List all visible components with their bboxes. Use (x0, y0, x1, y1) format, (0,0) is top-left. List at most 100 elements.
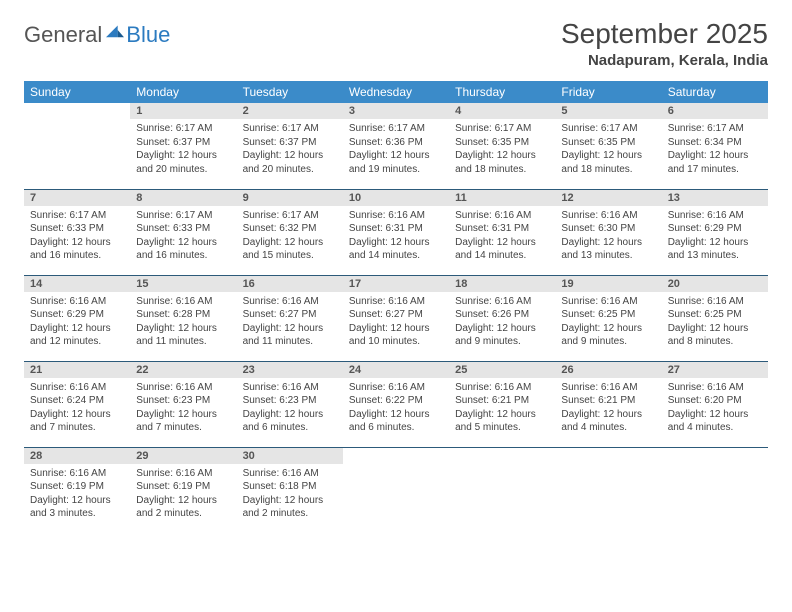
day-number: 30 (237, 448, 343, 464)
day-number: 14 (24, 276, 130, 292)
day-cell: 12Sunrise: 6:16 AMSunset: 6:30 PMDayligh… (555, 189, 661, 275)
day-cell: 4Sunrise: 6:17 AMSunset: 6:35 PMDaylight… (449, 103, 555, 189)
day-details: Sunrise: 6:16 AMSunset: 6:19 PMDaylight:… (24, 464, 130, 527)
day-details: Sunrise: 6:16 AMSunset: 6:23 PMDaylight:… (130, 378, 236, 441)
brand-triangle-icon (106, 22, 124, 38)
day-cell: 8Sunrise: 6:17 AMSunset: 6:33 PMDaylight… (130, 189, 236, 275)
day-number: 20 (662, 276, 768, 292)
day-details: Sunrise: 6:17 AMSunset: 6:35 PMDaylight:… (555, 119, 661, 182)
day-cell: 9Sunrise: 6:17 AMSunset: 6:32 PMDaylight… (237, 189, 343, 275)
month-title: September 2025 (561, 18, 768, 50)
location: Nadapuram, Kerala, India (561, 52, 768, 69)
day-details: Sunrise: 6:17 AMSunset: 6:35 PMDaylight:… (449, 119, 555, 182)
calendar-table: SundayMondayTuesdayWednesdayThursdayFrid… (24, 81, 768, 533)
day-details: Sunrise: 6:16 AMSunset: 6:29 PMDaylight:… (662, 206, 768, 269)
day-number: 12 (555, 190, 661, 206)
brand-name-a: General (24, 22, 102, 48)
day-header: Monday (130, 81, 236, 103)
day-cell: 10Sunrise: 6:16 AMSunset: 6:31 PMDayligh… (343, 189, 449, 275)
day-cell: 21Sunrise: 6:16 AMSunset: 6:24 PMDayligh… (24, 361, 130, 447)
day-number: 29 (130, 448, 236, 464)
day-cell: 28Sunrise: 6:16 AMSunset: 6:19 PMDayligh… (24, 447, 130, 533)
day-details: Sunrise: 6:16 AMSunset: 6:25 PMDaylight:… (662, 292, 768, 355)
day-details: Sunrise: 6:17 AMSunset: 6:36 PMDaylight:… (343, 119, 449, 182)
day-cell: 1Sunrise: 6:17 AMSunset: 6:37 PMDaylight… (130, 103, 236, 189)
day-cell: 18Sunrise: 6:16 AMSunset: 6:26 PMDayligh… (449, 275, 555, 361)
day-cell: 15Sunrise: 6:16 AMSunset: 6:28 PMDayligh… (130, 275, 236, 361)
day-details: Sunrise: 6:16 AMSunset: 6:31 PMDaylight:… (449, 206, 555, 269)
day-details: Sunrise: 6:16 AMSunset: 6:30 PMDaylight:… (555, 206, 661, 269)
day-cell: .... (449, 447, 555, 533)
day-cell: 30Sunrise: 6:16 AMSunset: 6:18 PMDayligh… (237, 447, 343, 533)
day-details: Sunrise: 6:16 AMSunset: 6:21 PMDaylight:… (555, 378, 661, 441)
day-details: Sunrise: 6:16 AMSunset: 6:21 PMDaylight:… (449, 378, 555, 441)
week-row: 28Sunrise: 6:16 AMSunset: 6:19 PMDayligh… (24, 447, 768, 533)
day-number: 27 (662, 362, 768, 378)
day-cell: 13Sunrise: 6:16 AMSunset: 6:29 PMDayligh… (662, 189, 768, 275)
day-cell: .... (24, 103, 130, 189)
day-number: 26 (555, 362, 661, 378)
day-header: Sunday (24, 81, 130, 103)
day-details: Sunrise: 6:17 AMSunset: 6:33 PMDaylight:… (130, 206, 236, 269)
week-row: 21Sunrise: 6:16 AMSunset: 6:24 PMDayligh… (24, 361, 768, 447)
day-number: 16 (237, 276, 343, 292)
day-details: Sunrise: 6:16 AMSunset: 6:25 PMDaylight:… (555, 292, 661, 355)
day-number: 9 (237, 190, 343, 206)
day-details: Sunrise: 6:16 AMSunset: 6:20 PMDaylight:… (662, 378, 768, 441)
day-number: 18 (449, 276, 555, 292)
day-details: Sunrise: 6:16 AMSunset: 6:23 PMDaylight:… (237, 378, 343, 441)
day-number: 24 (343, 362, 449, 378)
day-cell: 29Sunrise: 6:16 AMSunset: 6:19 PMDayligh… (130, 447, 236, 533)
day-header-row: SundayMondayTuesdayWednesdayThursdayFrid… (24, 81, 768, 103)
day-details: Sunrise: 6:17 AMSunset: 6:37 PMDaylight:… (130, 119, 236, 182)
day-cell: 22Sunrise: 6:16 AMSunset: 6:23 PMDayligh… (130, 361, 236, 447)
day-number: 25 (449, 362, 555, 378)
day-number: 17 (343, 276, 449, 292)
day-number: 15 (130, 276, 236, 292)
day-cell: 6Sunrise: 6:17 AMSunset: 6:34 PMDaylight… (662, 103, 768, 189)
day-header: Thursday (449, 81, 555, 103)
day-details: Sunrise: 6:16 AMSunset: 6:27 PMDaylight:… (237, 292, 343, 355)
day-cell: .... (555, 447, 661, 533)
day-header: Saturday (662, 81, 768, 103)
day-number: 21 (24, 362, 130, 378)
day-details: Sunrise: 6:16 AMSunset: 6:27 PMDaylight:… (343, 292, 449, 355)
day-details: Sunrise: 6:16 AMSunset: 6:26 PMDaylight:… (449, 292, 555, 355)
week-row: 14Sunrise: 6:16 AMSunset: 6:29 PMDayligh… (24, 275, 768, 361)
day-cell: 24Sunrise: 6:16 AMSunset: 6:22 PMDayligh… (343, 361, 449, 447)
day-header: Friday (555, 81, 661, 103)
day-details: Sunrise: 6:16 AMSunset: 6:18 PMDaylight:… (237, 464, 343, 527)
day-details: Sunrise: 6:17 AMSunset: 6:33 PMDaylight:… (24, 206, 130, 269)
day-cell: 25Sunrise: 6:16 AMSunset: 6:21 PMDayligh… (449, 361, 555, 447)
day-number: 8 (130, 190, 236, 206)
day-details: Sunrise: 6:17 AMSunset: 6:32 PMDaylight:… (237, 206, 343, 269)
day-cell: 19Sunrise: 6:16 AMSunset: 6:25 PMDayligh… (555, 275, 661, 361)
day-details: Sunrise: 6:16 AMSunset: 6:28 PMDaylight:… (130, 292, 236, 355)
day-number: 1 (130, 103, 236, 119)
day-cell: 14Sunrise: 6:16 AMSunset: 6:29 PMDayligh… (24, 275, 130, 361)
day-cell: 3Sunrise: 6:17 AMSunset: 6:36 PMDaylight… (343, 103, 449, 189)
week-row: 7Sunrise: 6:17 AMSunset: 6:33 PMDaylight… (24, 189, 768, 275)
day-number: 6 (662, 103, 768, 119)
day-cell: 16Sunrise: 6:16 AMSunset: 6:27 PMDayligh… (237, 275, 343, 361)
week-row: ....1Sunrise: 6:17 AMSunset: 6:37 PMDayl… (24, 103, 768, 189)
brand-name-b: Blue (126, 22, 170, 48)
day-number: 7 (24, 190, 130, 206)
day-cell: 20Sunrise: 6:16 AMSunset: 6:25 PMDayligh… (662, 275, 768, 361)
day-number: 19 (555, 276, 661, 292)
day-cell: 7Sunrise: 6:17 AMSunset: 6:33 PMDaylight… (24, 189, 130, 275)
day-cell: .... (343, 447, 449, 533)
day-details: Sunrise: 6:16 AMSunset: 6:29 PMDaylight:… (24, 292, 130, 355)
page-header: General Blue September 2025 Nadapuram, K… (24, 18, 768, 69)
day-cell: 26Sunrise: 6:16 AMSunset: 6:21 PMDayligh… (555, 361, 661, 447)
day-header: Wednesday (343, 81, 449, 103)
day-details: Sunrise: 6:16 AMSunset: 6:24 PMDaylight:… (24, 378, 130, 441)
title-block: September 2025 Nadapuram, Kerala, India (561, 18, 768, 69)
day-details: Sunrise: 6:17 AMSunset: 6:34 PMDaylight:… (662, 119, 768, 182)
day-cell: 27Sunrise: 6:16 AMSunset: 6:20 PMDayligh… (662, 361, 768, 447)
day-header: Tuesday (237, 81, 343, 103)
day-number: 10 (343, 190, 449, 206)
day-details: Sunrise: 6:16 AMSunset: 6:19 PMDaylight:… (130, 464, 236, 527)
day-number: 2 (237, 103, 343, 119)
day-number: 13 (662, 190, 768, 206)
